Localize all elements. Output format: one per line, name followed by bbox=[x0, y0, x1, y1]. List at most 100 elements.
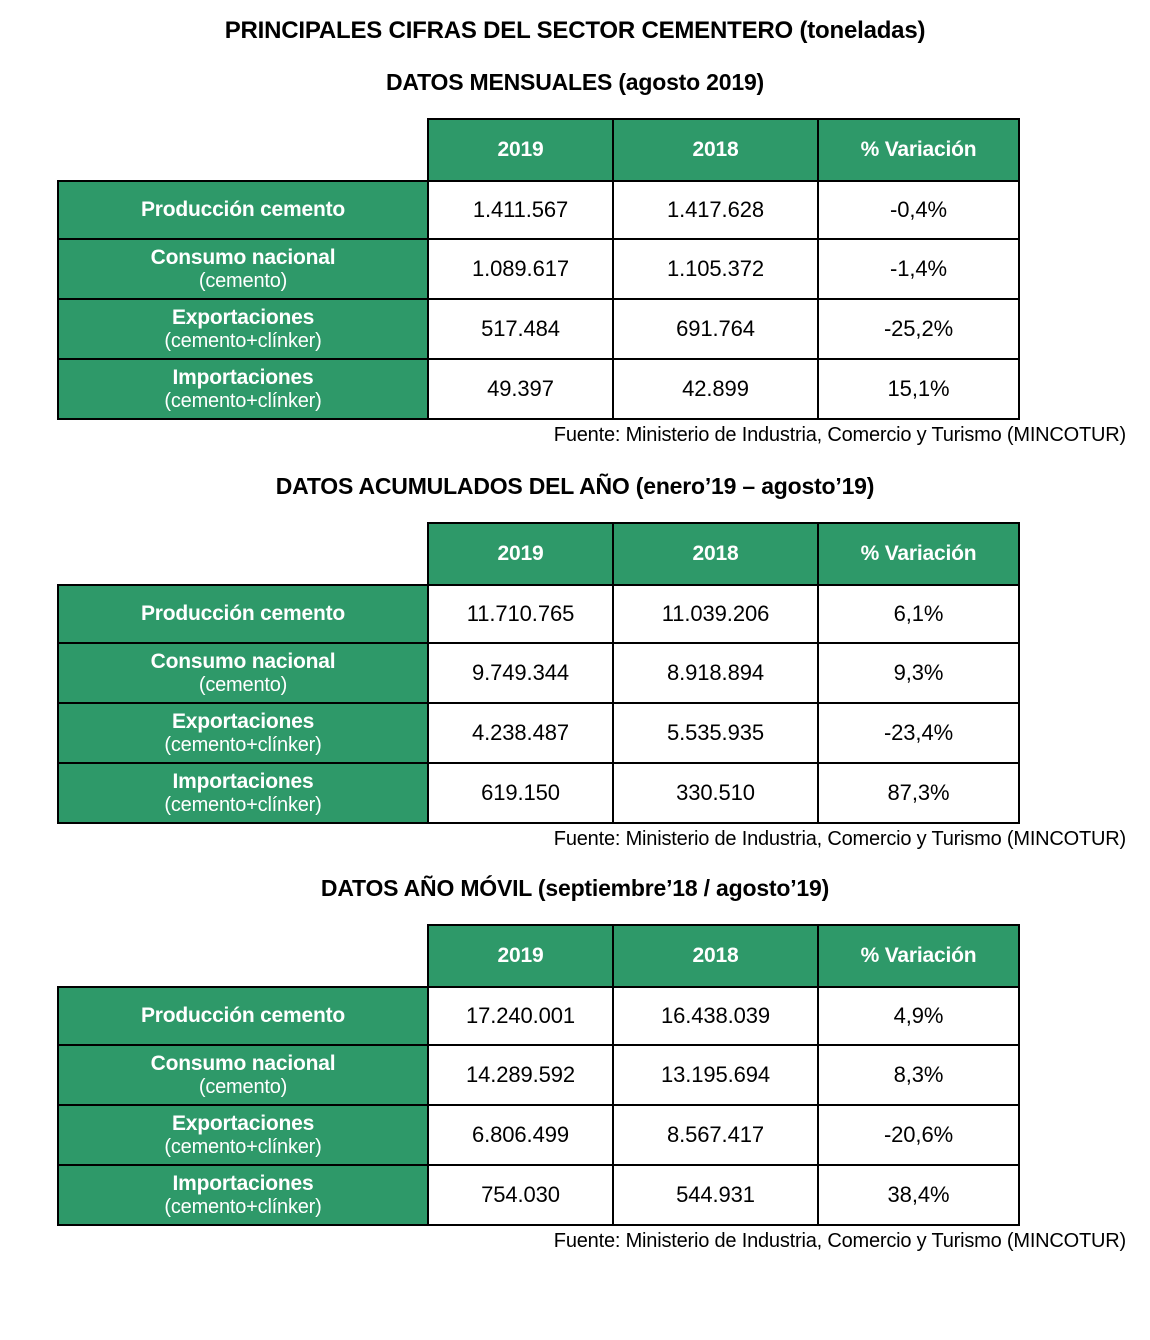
column-header-2018: 2018 bbox=[612, 522, 819, 586]
table-row: Exportaciones (cemento+clínker) 4.238.48… bbox=[57, 702, 1020, 764]
cell-2019: 17.240.001 bbox=[427, 986, 614, 1046]
row-label-main: Consumo nacional bbox=[150, 649, 336, 673]
row-label-produccion: Producción cemento bbox=[57, 584, 429, 644]
cell-2018: 1.417.628 bbox=[612, 180, 819, 240]
table-corner-cell bbox=[58, 925, 428, 987]
row-label-produccion: Producción cemento bbox=[57, 986, 429, 1046]
row-label-consumo: Consumo nacional (cemento) bbox=[57, 238, 429, 300]
cell-variacion: 9,3% bbox=[817, 642, 1020, 704]
row-label-main: Consumo nacional bbox=[150, 1051, 336, 1075]
cell-variacion: 4,9% bbox=[817, 986, 1020, 1046]
cell-2018: 13.195.694 bbox=[612, 1044, 819, 1106]
cell-2018: 16.438.039 bbox=[612, 986, 819, 1046]
row-label-main: Importaciones bbox=[172, 365, 314, 389]
column-header-2019: 2019 bbox=[427, 522, 614, 586]
row-label-sub: (cemento+clínker) bbox=[164, 389, 322, 412]
section-title-mensuales: DATOS MENSUALES (agosto 2019) bbox=[385, 69, 765, 95]
table-row: Producción cemento 1.411.567 1.417.628 -… bbox=[57, 180, 1020, 240]
table-corner-cell bbox=[58, 119, 428, 181]
table-mensuales: 2019 2018 % Variación Producción cemento… bbox=[57, 118, 1020, 420]
column-header-2018: 2018 bbox=[612, 118, 819, 182]
row-label-consumo: Consumo nacional (cemento) bbox=[57, 1044, 429, 1106]
row-label-sub: (cemento) bbox=[198, 673, 288, 696]
row-label-sub: (cemento+clínker) bbox=[164, 1135, 322, 1158]
cell-2018: 1.105.372 bbox=[612, 238, 819, 300]
table-row: Importaciones (cemento+clínker) 619.150 … bbox=[57, 762, 1020, 824]
cell-2018: 691.764 bbox=[612, 298, 819, 360]
table-ano-movil: 2019 2018 % Variación Producción cemento… bbox=[57, 924, 1020, 1226]
cell-variacion: -20,6% bbox=[817, 1104, 1020, 1166]
cell-variacion: 15,1% bbox=[817, 358, 1020, 420]
row-label-sub: (cemento) bbox=[198, 269, 288, 292]
column-header-variacion: % Variación bbox=[817, 924, 1020, 988]
section-mensuales: DATOS MENSUALES (agosto 2019) 2019 2018 … bbox=[0, 69, 1150, 447]
table-row: Consumo nacional (cemento) 9.749.344 8.9… bbox=[57, 642, 1020, 704]
table-row: Consumo nacional (cemento) 1.089.617 1.1… bbox=[57, 238, 1020, 300]
table-row: Producción cemento 17.240.001 16.438.039… bbox=[57, 986, 1020, 1046]
page-title: PRINCIPALES CIFRAS DEL SECTOR CEMENTERO … bbox=[224, 17, 926, 44]
column-header-variacion: % Variación bbox=[817, 522, 1020, 586]
column-header-variacion: % Variación bbox=[817, 118, 1020, 182]
table-row: Consumo nacional (cemento) 14.289.592 13… bbox=[57, 1044, 1020, 1106]
row-label-sub: (cemento+clínker) bbox=[164, 329, 322, 352]
section-acumulados: DATOS ACUMULADOS DEL AÑO (enero’19 – ago… bbox=[0, 473, 1150, 851]
table-row: Importaciones (cemento+clínker) 754.030 … bbox=[57, 1164, 1020, 1226]
row-label-sub: (cemento) bbox=[198, 1075, 288, 1098]
row-label-main: Producción cemento bbox=[140, 198, 346, 222]
row-label-main: Importaciones bbox=[172, 1171, 314, 1195]
cell-2019: 9.749.344 bbox=[427, 642, 614, 704]
row-label-exportaciones: Exportaciones (cemento+clínker) bbox=[57, 702, 429, 764]
row-label-main: Consumo nacional bbox=[150, 245, 336, 269]
table-header-row: 2019 2018 % Variación bbox=[58, 118, 1020, 182]
cell-variacion: 6,1% bbox=[817, 584, 1020, 644]
row-label-importaciones: Importaciones (cemento+clínker) bbox=[57, 1164, 429, 1226]
cell-2019: 4.238.487 bbox=[427, 702, 614, 764]
row-label-importaciones: Importaciones (cemento+clínker) bbox=[57, 358, 429, 420]
cell-variacion: -1,4% bbox=[817, 238, 1020, 300]
section-title-acumulados: DATOS ACUMULADOS DEL AÑO (enero’19 – ago… bbox=[275, 473, 875, 499]
column-header-2019: 2019 bbox=[427, 924, 614, 988]
cell-2019: 11.710.765 bbox=[427, 584, 614, 644]
row-label-produccion: Producción cemento bbox=[57, 180, 429, 240]
column-header-2018: 2018 bbox=[612, 924, 819, 988]
cell-2019: 1.089.617 bbox=[427, 238, 614, 300]
table-acumulados: 2019 2018 % Variación Producción cemento… bbox=[57, 522, 1020, 824]
row-label-main: Exportaciones bbox=[171, 305, 315, 329]
row-label-sub: (cemento+clínker) bbox=[164, 733, 322, 756]
row-label-sub: (cemento+clínker) bbox=[164, 793, 322, 816]
cell-variacion: 87,3% bbox=[817, 762, 1020, 824]
cell-2019: 1.411.567 bbox=[427, 180, 614, 240]
cell-2019: 14.289.592 bbox=[427, 1044, 614, 1106]
row-label-main: Producción cemento bbox=[140, 1004, 346, 1028]
cell-variacion: 38,4% bbox=[817, 1164, 1020, 1226]
cell-2018: 544.931 bbox=[612, 1164, 819, 1226]
cell-2018: 330.510 bbox=[612, 762, 819, 824]
row-label-main: Exportaciones bbox=[171, 1111, 315, 1135]
table-row: Producción cemento 11.710.765 11.039.206… bbox=[57, 584, 1020, 644]
row-label-exportaciones: Exportaciones (cemento+clínker) bbox=[57, 1104, 429, 1166]
cell-2018: 42.899 bbox=[612, 358, 819, 420]
cell-2019: 754.030 bbox=[427, 1164, 614, 1226]
cell-2018: 8.918.894 bbox=[612, 642, 819, 704]
source-note-acumulados: Fuente: Ministerio de Industria, Comerci… bbox=[553, 828, 1126, 850]
column-header-2019: 2019 bbox=[427, 118, 614, 182]
row-label-main: Exportaciones bbox=[171, 709, 315, 733]
cell-variacion: -23,4% bbox=[817, 702, 1020, 764]
section-title-ano-movil: DATOS AÑO MÓVIL (septiembre’18 / agosto’… bbox=[320, 875, 830, 901]
row-label-main: Producción cemento bbox=[140, 602, 346, 626]
cell-variacion: -0,4% bbox=[817, 180, 1020, 240]
table-row: Importaciones (cemento+clínker) 49.397 4… bbox=[57, 358, 1020, 420]
row-label-sub: (cemento+clínker) bbox=[164, 1195, 322, 1218]
cell-2019: 49.397 bbox=[427, 358, 614, 420]
row-label-importaciones: Importaciones (cemento+clínker) bbox=[57, 762, 429, 824]
table-corner-cell bbox=[58, 523, 428, 585]
row-label-exportaciones: Exportaciones (cemento+clínker) bbox=[57, 298, 429, 360]
table-row: Exportaciones (cemento+clínker) 517.484 … bbox=[57, 298, 1020, 360]
cell-2019: 6.806.499 bbox=[427, 1104, 614, 1166]
source-note-mensuales: Fuente: Ministerio de Industria, Comerci… bbox=[553, 424, 1126, 446]
cell-2019: 619.150 bbox=[427, 762, 614, 824]
table-row: Exportaciones (cemento+clínker) 6.806.49… bbox=[57, 1104, 1020, 1166]
source-note-ano-movil: Fuente: Ministerio de Industria, Comerci… bbox=[553, 1230, 1126, 1252]
cell-2018: 8.567.417 bbox=[612, 1104, 819, 1166]
